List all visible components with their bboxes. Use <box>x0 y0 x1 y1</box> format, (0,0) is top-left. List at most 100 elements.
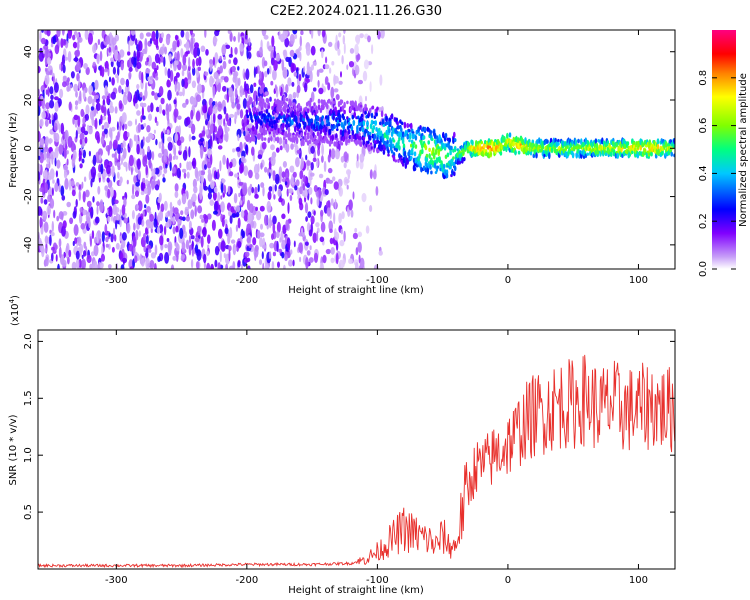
spectrogram-noise-cell <box>259 70 262 81</box>
spectrogram-ridge-cell <box>359 141 363 148</box>
spectrogram-ridge-cell <box>527 139 531 143</box>
spectrogram-ridge-cell <box>279 108 283 113</box>
spectrogram-noise-cell <box>144 88 148 99</box>
spectrogram-ridge-cell <box>291 118 294 126</box>
spectrogram-noise-cell <box>218 78 223 83</box>
spectrogram-noise-cell <box>167 141 173 151</box>
spectrogram-noise-cell <box>272 215 277 225</box>
spectrogram-noise-cell <box>300 30 304 36</box>
spectrogram-noise-cell <box>81 158 85 164</box>
spectrogram-noise-cell <box>190 259 194 269</box>
spectrogram-noise-cell <box>187 79 192 84</box>
spectrogram-ridge-cell <box>594 138 598 145</box>
spectrogram-noise-cell <box>205 129 209 136</box>
spectrogram-noise-cell <box>330 257 335 264</box>
spectrogram-noise-cell <box>270 155 276 167</box>
spectrogram-noise-cell <box>143 233 146 241</box>
spectrogram-noise-cell <box>235 224 238 232</box>
colorbar-tick-label: 0.2 <box>698 213 709 229</box>
spectrogram-ridge-cell <box>409 132 412 136</box>
spectrogram-noise-cell <box>296 149 301 154</box>
spectrogram-noise-cell <box>372 170 377 180</box>
spectrogram-noise-cell <box>279 85 282 93</box>
spectrogram-ridge-cell <box>289 100 293 107</box>
spectrogram-noise-cell <box>101 245 104 257</box>
spectrogram-noise-cell <box>82 89 86 100</box>
spectrogram-noise-cell <box>277 188 282 197</box>
spectrogram-noise-cell <box>139 91 143 98</box>
spectrogram-noise-cell <box>197 205 203 214</box>
spectrogram-noise-cell <box>299 35 302 47</box>
spectrogram-noise-cell <box>111 246 115 253</box>
spectrogram-ridge-cell <box>370 112 374 119</box>
spectrogram-noise-cell <box>317 30 321 37</box>
spectrogram-noise-cell <box>285 56 291 63</box>
spectrogram-noise-cell <box>175 225 179 233</box>
spectrogram-noise-cell <box>359 257 365 269</box>
snr-ytick-label: 1.0 <box>23 447 34 463</box>
spectrogram-noise-cell <box>174 60 179 66</box>
spectrogram-noise-cell <box>279 145 283 151</box>
spectrogram-xtick-label: -200 <box>236 275 259 286</box>
spectrogram-ridge-cell <box>310 118 314 123</box>
spectrogram-noise-cell <box>62 81 67 88</box>
spectrogram-noise-cell <box>285 143 290 153</box>
spectrogram-ridge-cell <box>306 134 310 140</box>
spectrogram-noise-cell <box>132 183 135 196</box>
spectrogram-noise-cell <box>114 106 118 114</box>
colorbar: 0.0 0.2 0.4 0.6 0.8 Normalized spectral ampl… <box>698 30 749 277</box>
spectrogram-ridge-cell <box>299 107 303 112</box>
spectrogram-noise-cell <box>165 164 168 169</box>
spectrogram-noise-cell <box>153 71 156 79</box>
spectrogram-noise-cell <box>176 167 181 179</box>
spectrogram-noise-cell <box>185 215 190 222</box>
spectrogram-xtick-label: -100 <box>366 275 389 286</box>
spectrogram-ridge-cell <box>283 107 287 114</box>
spectrogram-noise-cell <box>253 163 260 175</box>
spectrogram-noise-cell <box>71 156 76 168</box>
spectrogram-ridge-cell <box>256 108 260 113</box>
spectrogram-noise-cell <box>310 45 316 56</box>
spectrogram-noise-cell <box>133 94 136 107</box>
spectrogram-noise-cell <box>186 171 190 179</box>
spectrogram-noise-cell <box>199 145 204 157</box>
spectrogram-noise-cell <box>194 166 199 179</box>
spectrogram-noise-cell <box>107 215 111 223</box>
spectrogram-noise-cell <box>64 178 69 190</box>
spectrogram-noise-cell <box>362 70 368 82</box>
spectrogram-noise-cell <box>138 40 143 52</box>
spectrogram-noise-cell <box>255 206 258 212</box>
spectrogram-noise-cell <box>273 194 276 200</box>
spectrogram-noise-cell <box>188 235 192 244</box>
spectrogram-noise-cell <box>225 126 230 132</box>
spectrogram-noise-cell <box>328 41 333 48</box>
spectrogram-noise-cell <box>272 184 275 196</box>
spectrogram-ridge-cell <box>370 119 374 125</box>
spectrogram-noise-cell <box>154 244 158 255</box>
spectrogram-noise-cell <box>109 140 113 150</box>
spectrogram-ridge-cell <box>264 129 268 135</box>
spectrogram-noise-cell <box>71 189 76 197</box>
spectrogram-noise-cell <box>70 71 75 79</box>
spectrogram-ridge-cell <box>251 119 254 123</box>
spectrogram-noise-cell <box>245 227 249 237</box>
spectrogram-noise-cell <box>161 143 165 155</box>
spectrogram-noise-cell <box>261 141 267 150</box>
spectrogram-noise-cell <box>338 184 341 195</box>
spectrogram-ridge-cell <box>329 101 333 105</box>
spectrogram-noise-cell <box>93 244 99 257</box>
spectrogram-noise-cell <box>200 170 206 176</box>
spectrogram-noise-cell <box>169 201 173 210</box>
spectrogram-noise-cell <box>174 81 177 93</box>
spectrogram-noise-cell <box>62 220 67 229</box>
spectrogram-ridge-cell <box>584 153 588 159</box>
spectrogram-noise-cell <box>229 215 233 224</box>
spectrogram-noise-cell <box>249 84 254 94</box>
spectrogram-noise-cell <box>267 191 272 201</box>
spectrogram-noise-cell <box>214 30 220 37</box>
snr-xtick-label: 100 <box>629 575 648 586</box>
spectrogram-ridge-cell <box>506 132 509 140</box>
spectrogram-ridge-cell <box>433 162 437 169</box>
spectrogram-noise-cell <box>175 155 179 160</box>
